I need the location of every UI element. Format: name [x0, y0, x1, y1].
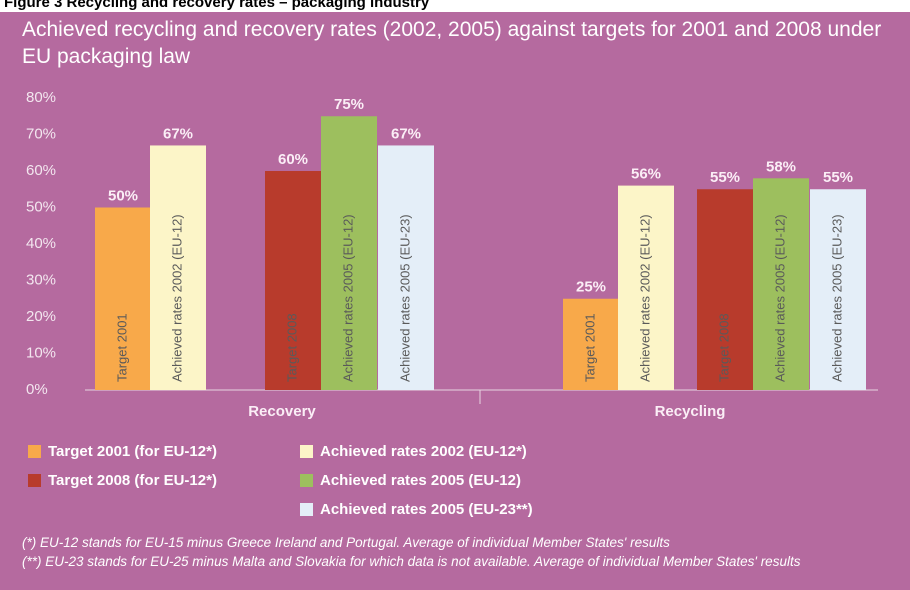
value-label: 25%	[576, 279, 606, 296]
value-label: 67%	[163, 125, 193, 142]
bar-label: Achieved rates 2005 (EU-12)	[772, 214, 787, 382]
bar	[697, 189, 753, 390]
legend-swatch	[300, 445, 313, 458]
value-label: 60%	[278, 151, 308, 168]
legend-swatch	[28, 474, 41, 487]
legend-label: Target 2008 (for EU-12*)	[48, 472, 217, 489]
bar-label: Target 2001	[114, 313, 129, 382]
value-label: 50%	[108, 187, 138, 204]
bar-label: Target 2008	[716, 313, 731, 382]
legend-swatch	[300, 474, 313, 487]
bar-label: Target 2001	[582, 313, 597, 382]
y-tick-label: 80%	[26, 89, 56, 106]
value-label: 55%	[823, 169, 853, 186]
bar-label: Target 2008	[284, 313, 299, 382]
y-tick-label: 70%	[26, 125, 56, 142]
bar	[321, 116, 377, 390]
value-label: 67%	[391, 125, 421, 142]
value-label: 56%	[631, 166, 661, 183]
footnote: (**) EU-23 stands for EU-25 minus Malta …	[22, 554, 801, 569]
footnotes: (*) EU-12 stands for EU-15 minus Greece …	[22, 533, 892, 590]
value-label: 58%	[766, 158, 796, 175]
bar-label: Achieved rates 2005 (EU-23)	[829, 214, 844, 382]
x-tick-label: Recycling	[655, 403, 726, 420]
legend-swatch	[28, 445, 41, 458]
legend-label: Achieved rates 2005 (EU-12)	[320, 472, 521, 489]
bar-label: Achieved rates 2005 (EU-12)	[340, 214, 355, 382]
bar	[563, 298, 619, 390]
y-tick-label: 20%	[26, 308, 56, 325]
y-tick-label: 50%	[26, 198, 56, 215]
figure-label: Figure 3 Recycling and recovery rates – …	[0, 0, 910, 12]
bar	[618, 185, 674, 390]
legend-label: Achieved rates 2002 (EU-12*)	[320, 443, 527, 460]
bar	[265, 171, 321, 390]
legend-label: Target 2001 (for EU-12*)	[48, 443, 217, 460]
bar	[753, 178, 809, 390]
y-tick-label: 30%	[26, 271, 56, 288]
y-tick-label: 10%	[26, 344, 56, 361]
x-tick-label: Recovery	[248, 403, 316, 420]
footnote: (*) EU-12 stands for EU-15 minus Greece …	[22, 535, 670, 550]
legend-swatch	[300, 503, 313, 516]
bar-label: Achieved rates 2002 (EU-12)	[169, 214, 184, 382]
value-label: 55%	[710, 169, 740, 186]
y-tick-label: 40%	[26, 235, 56, 252]
bar-label: Achieved rates 2005 (EU-23)	[397, 214, 412, 382]
bar	[150, 145, 206, 390]
bar-label: Achieved rates 2002 (EU-12)	[637, 214, 652, 382]
bar	[95, 207, 151, 390]
legend-label: Achieved rates 2005 (EU-23**)	[320, 501, 533, 518]
bar	[810, 189, 866, 390]
bar	[378, 145, 434, 390]
y-tick-label: 60%	[26, 162, 56, 179]
chart-title: Achieved recycling and recovery rates (2…	[22, 18, 882, 68]
value-label: 75%	[334, 96, 364, 113]
y-tick-label: 0%	[26, 381, 48, 398]
